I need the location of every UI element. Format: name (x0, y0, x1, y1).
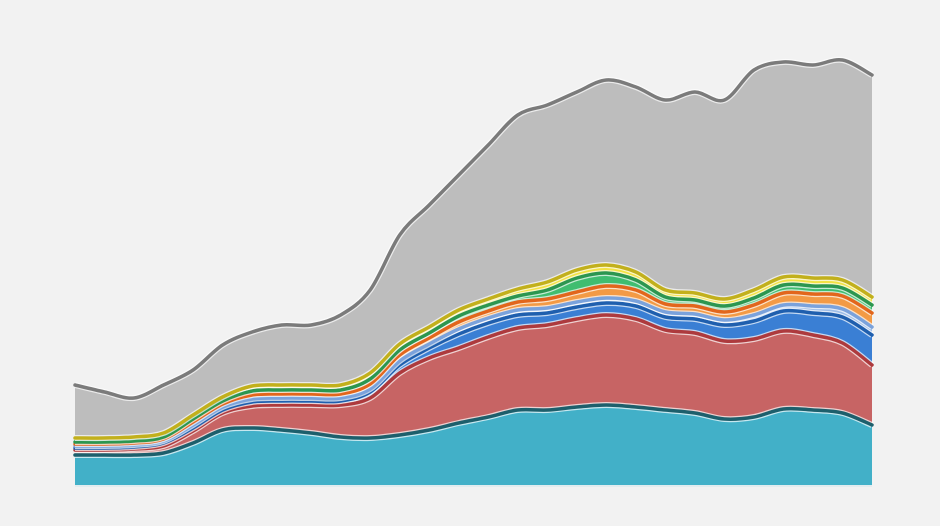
line (73, 403, 874, 457)
area (75, 405, 872, 485)
area (75, 59, 872, 439)
line (73, 57, 874, 400)
area (75, 315, 872, 456)
line (73, 263, 874, 440)
line (73, 271, 874, 444)
area (75, 302, 872, 451)
